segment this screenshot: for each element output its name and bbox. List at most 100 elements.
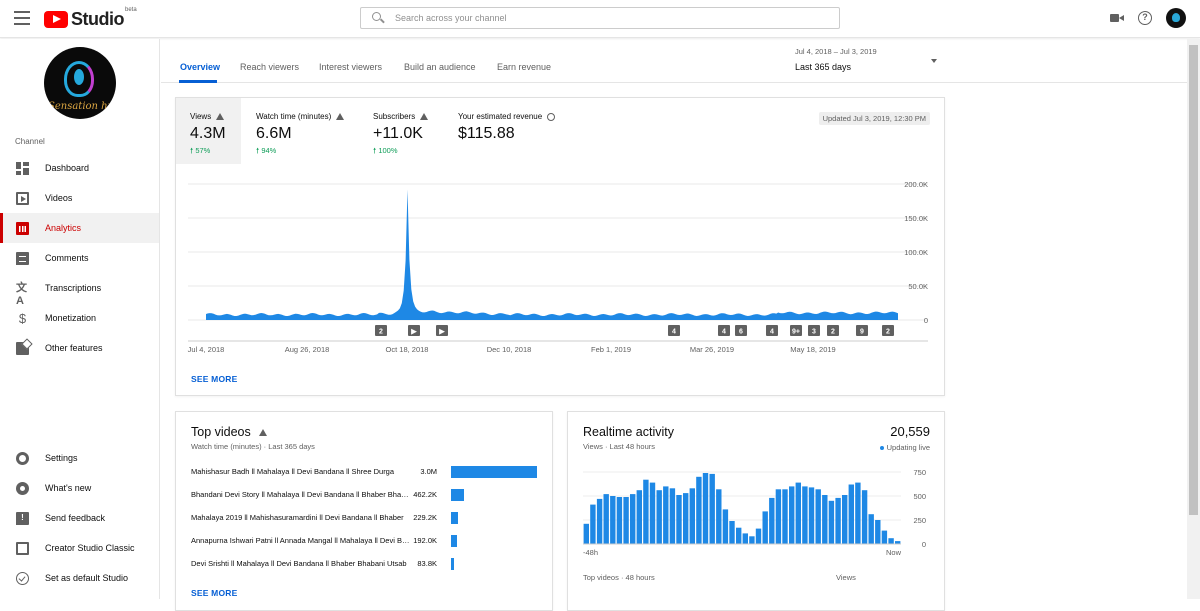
sidebar-item-label: Videos	[45, 193, 73, 203]
youtube-studio-logo[interactable]: Studio beta	[44, 7, 137, 30]
default-studio-icon	[16, 571, 29, 585]
video-title[interactable]: Bhandani Devi Story ll Mahalaya ll Devi …	[191, 490, 411, 499]
help-icon[interactable]: ?	[1138, 11, 1152, 25]
sidebar-item-analytics[interactable]: Analytics	[0, 213, 159, 243]
event-marker: 4	[668, 325, 680, 336]
search-input[interactable]	[395, 13, 839, 23]
sidebar-item-send-feedback[interactable]: ! Send feedback	[0, 503, 159, 533]
event-marker-label: 6	[739, 329, 743, 336]
scrollbar-thumb[interactable]	[1189, 45, 1198, 515]
video-bar	[451, 535, 457, 547]
realtime-footer-right: Views	[836, 573, 856, 582]
metric-value: 4.3M	[190, 125, 226, 142]
realtime-bar	[775, 489, 782, 544]
video-title[interactable]: Devi Srishti ll Mahalaya ll Devi Bandana…	[191, 559, 407, 568]
sidebar-item-label: Creator Studio Classic	[45, 543, 135, 553]
sidebar-item-other-features[interactable]: Other features	[0, 333, 159, 363]
metric-views[interactable]: Views 4.3M 🠕 57%	[176, 98, 241, 164]
updated-timestamp: Updated Jul 3, 2019, 12:30 PM	[818, 112, 930, 125]
settings-icon	[16, 451, 29, 465]
tab-build-audience[interactable]: Build an audience	[404, 62, 476, 72]
swan-logo-icon	[64, 61, 94, 97]
top-video-row[interactable]: Bhandani Devi Story ll Mahalaya ll Devi …	[191, 488, 541, 502]
page-scrollbar[interactable]	[1187, 39, 1200, 599]
event-marker-label: 4	[672, 329, 676, 336]
event-marker-box	[735, 325, 747, 336]
metric-change: 94%	[261, 146, 277, 155]
realtime-bar	[729, 521, 735, 544]
realtime-bar	[689, 488, 695, 544]
youtube-play-icon	[44, 11, 68, 28]
metric-watch-time[interactable]: Watch time (minutes) 6.6M 🠕 94%	[242, 98, 357, 164]
logo-text: Studio	[71, 9, 125, 29]
event-marker-box	[790, 325, 802, 336]
sidebar-item-settings[interactable]: Settings	[0, 443, 159, 473]
video-title[interactable]: Mahishasur Badh ll Mahalaya ll Devi Band…	[191, 467, 395, 476]
sidebar-item-label: Dashboard	[45, 163, 90, 173]
top-video-row[interactable]: Mahalaya 2019 ll Mahishasuramardini ll D…	[191, 511, 541, 525]
top-video-row[interactable]: Mahishasur Badh ll Mahalaya ll Devi Band…	[191, 465, 541, 479]
video-value: 462.2K	[413, 490, 437, 499]
see-more-link[interactable]: SEE MORE	[191, 588, 238, 598]
see-more-link[interactable]: SEE MORE	[191, 374, 238, 384]
create-video-icon[interactable]	[1110, 13, 1124, 23]
arrow-up-icon: 🠕	[256, 146, 260, 155]
tab-interest-viewers[interactable]: Interest viewers	[319, 62, 383, 72]
chevron-down-icon[interactable]	[931, 59, 937, 63]
realtime-bar	[855, 482, 861, 544]
realtime-bar	[676, 495, 682, 544]
event-marker-box	[808, 325, 820, 336]
realtime-bar	[842, 495, 848, 544]
event-marker: ▶	[408, 325, 420, 336]
video-title[interactable]: Mahalaya 2019 ll Mahishasuramardini ll D…	[191, 513, 404, 522]
x-tick-label: Dec 10, 2018	[487, 345, 532, 354]
realtime-bar	[683, 493, 689, 544]
x-tick-label: Now	[886, 548, 902, 557]
dashboard-icon	[16, 161, 29, 175]
top-video-row[interactable]: Devi Srishti ll Mahalaya ll Devi Bandana…	[191, 557, 541, 571]
date-range-picker[interactable]: Jul 4, 2018 – Jul 3, 2019 Last 365 days	[795, 47, 877, 72]
other-features-icon	[16, 341, 29, 355]
metric-subscribers[interactable]: Subscribers +11.0K 🠕 100%	[359, 98, 444, 164]
event-marker-label: 4	[770, 329, 774, 336]
sidebar-item-whats-new[interactable]: What's new	[0, 473, 159, 503]
metric-change: 57%	[195, 146, 211, 155]
sidebar-item-set-default-studio[interactable]: Set as default Studio	[0, 563, 159, 593]
realtime-bar	[630, 494, 636, 544]
event-marker-label: 2	[886, 329, 890, 336]
top-video-row[interactable]: Annapurna Ishwari Patni ll Annada Mangal…	[191, 534, 541, 548]
account-avatar[interactable]	[1166, 8, 1186, 28]
metric-revenue[interactable]: Your estimated revenue $115.88	[444, 98, 564, 164]
sidebar: Sensation hub Channel Dashboard Videos A…	[0, 39, 160, 599]
y-tick-label: 50.0K	[908, 282, 928, 291]
x-tick-label: Aug 26, 2018	[285, 345, 330, 354]
search-bar[interactable]	[360, 7, 840, 29]
realtime-bar	[769, 497, 775, 544]
sidebar-item-monetization[interactable]: $ Monetization	[0, 303, 159, 333]
sidebar-item-videos[interactable]: Videos	[0, 183, 159, 213]
sidebar-item-transcriptions[interactable]: 文A Transcriptions	[0, 273, 159, 307]
event-marker-box	[668, 325, 680, 336]
event-marker: 2	[375, 325, 387, 336]
card-title: Top videos	[191, 425, 251, 439]
y-tick-label: 100.0K	[904, 248, 928, 257]
clock-icon	[547, 112, 556, 121]
event-marker: 4	[766, 325, 778, 336]
x-tick-label: Jul 4, 2018	[188, 345, 225, 354]
channel-avatar[interactable]: Sensation hub	[44, 47, 116, 119]
sidebar-item-comments[interactable]: Comments	[0, 243, 159, 273]
realtime-bar	[815, 489, 821, 544]
tab-overview[interactable]: Overview	[180, 62, 221, 72]
search-icon[interactable]	[361, 8, 391, 28]
event-marker-box	[375, 325, 387, 336]
event-marker: 4	[718, 325, 730, 336]
tab-earn-revenue[interactable]: Earn revenue	[497, 62, 552, 72]
sidebar-item-creator-studio-classic[interactable]: Creator Studio Classic	[0, 533, 159, 563]
realtime-bar	[861, 490, 868, 544]
tab-reach-viewers[interactable]: Reach viewers	[240, 62, 300, 72]
video-title[interactable]: Annapurna Ishwari Patni ll Annada Mangal…	[191, 536, 411, 545]
video-value: 192.0K	[413, 536, 437, 545]
comments-icon	[16, 251, 29, 265]
menu-icon[interactable]	[14, 11, 30, 25]
sidebar-item-dashboard[interactable]: Dashboard	[0, 153, 159, 183]
